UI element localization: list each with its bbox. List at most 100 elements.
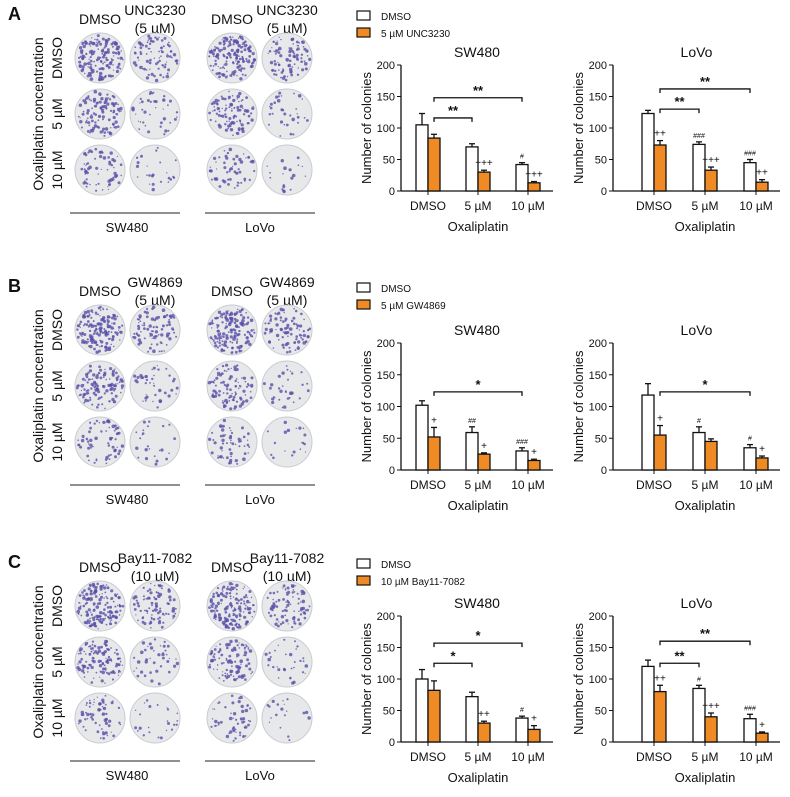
colony-dot [82,341,86,345]
colony-dot [107,330,110,333]
colony-dot [108,610,113,614]
colony-dot [229,673,233,676]
colony-dot [82,436,85,439]
colony-dot [102,374,105,377]
x-tick-label: DMSO [636,199,672,213]
colony-dot [110,589,114,593]
colony-dot [247,321,250,324]
colony-dot [238,345,242,349]
colony-dot [247,720,250,722]
colony-dot [276,590,279,593]
colony-dot [221,340,224,343]
colony-dot [306,382,309,385]
colony-dot [116,446,118,448]
colony-dot [117,669,121,673]
colony-dot [135,332,138,335]
colony-dot [226,383,230,387]
colony-dot [288,47,290,49]
colony-dot [103,131,106,134]
colony-dot [110,382,114,387]
colony-dot [110,392,114,395]
colony-dot [89,56,92,59]
colony-dot [107,444,111,447]
colony-dot [81,315,86,319]
colony-dot [167,129,170,132]
colony-dot [105,584,108,586]
colony-dot [247,49,251,53]
colony-dot [161,652,165,657]
colony-dot [274,49,279,53]
colony-dot [93,422,96,425]
colony-dot [224,434,227,436]
colony-dot [96,582,99,586]
colony-dot [286,75,289,78]
colony-dot [107,66,111,69]
colony-dot [136,161,140,165]
colony-dot [92,71,95,74]
colony-dot [100,645,103,649]
y-axis-label: Number of colonies [571,623,586,735]
plate-well [261,416,313,468]
colony-dot [230,439,232,442]
colony-dot [86,338,89,341]
colony-dot [232,729,236,733]
colony-dot [213,617,216,620]
colony-dot [286,368,289,371]
colony-dot [228,654,232,658]
colony-dot [118,381,121,384]
colony-dot [267,611,271,614]
colony-dot [77,115,80,118]
colony-dot [105,430,108,432]
colony-dot [229,595,232,598]
colony-dot [284,343,288,347]
significance-mark: # [697,676,701,683]
colony-dot [285,619,289,623]
colony-dot [293,610,296,612]
colony-dot [106,168,109,171]
colony-dot [231,341,234,344]
colony-dot [87,121,91,125]
colony-dot [150,582,152,585]
colony-dot [271,112,274,115]
colony-dot [245,60,248,63]
colony-dot [222,392,225,394]
colony-dot [109,151,113,155]
colony-dot [91,67,93,70]
colony-dot [91,378,94,380]
colony-dot [133,332,136,335]
colony-dot [302,660,305,663]
x-tick-label: DMSO [636,750,672,764]
colony-dot [212,340,215,342]
colony-dot [232,337,236,341]
colony-dot [117,596,120,599]
colony-dot [225,668,228,672]
colony-dot [167,602,170,606]
colony-dot [216,54,218,57]
colony-dot [81,49,84,52]
colony-dot [75,386,79,390]
colony-dot [80,389,82,392]
colony-dot [273,614,276,617]
plate-well [129,88,181,140]
colony-dot [226,646,229,650]
colony-dot [169,178,173,181]
colony-dot [214,120,217,123]
colony-dot [220,602,222,605]
colony-dot [235,583,239,588]
colony-dot [149,183,151,185]
colony-dot [142,598,145,601]
colony-dot [95,184,97,186]
colony-dot [153,455,156,458]
colony-dot [249,318,254,323]
colony-dot [223,161,226,165]
colony-dot [236,364,239,367]
colony-dot [111,373,115,377]
colony-dot [233,187,236,189]
colony-dot [245,594,248,597]
colony-dot [168,314,172,318]
colony-dot [154,78,159,83]
colony-dot [107,724,111,728]
colony-dot [161,585,164,587]
colony-dot [236,644,239,647]
x-axis-label: Oxaliplatin [675,770,736,785]
